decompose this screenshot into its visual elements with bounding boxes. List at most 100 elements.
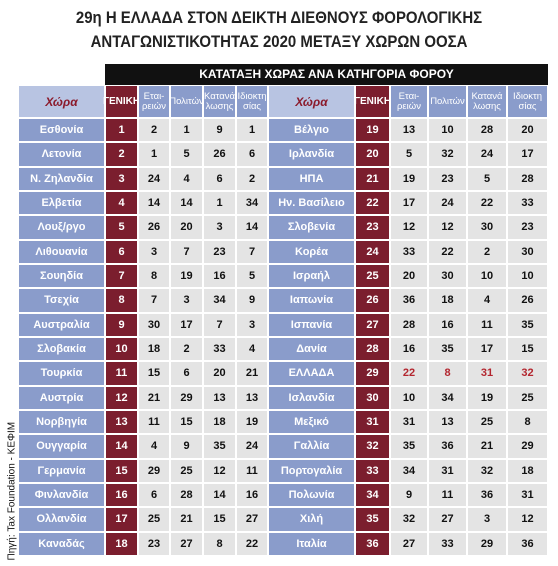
category-rank: 27 (428, 507, 467, 532)
column-header: Χώρα (18, 85, 105, 118)
category-rank: 23 (138, 531, 170, 556)
overall-rank: 10 (105, 337, 138, 362)
category-rank: 20 (507, 118, 548, 143)
category-rank: 14 (236, 215, 268, 240)
country: Σλοβενία (268, 215, 355, 240)
category-rank: 34 (390, 458, 428, 483)
overall-rank: 6 (105, 239, 138, 264)
category-rank: 25 (170, 458, 203, 483)
category-rank: 11 (138, 410, 170, 435)
category-rank: 32 (390, 507, 428, 532)
category-rank: 14 (170, 191, 203, 216)
category-rank: 7 (138, 288, 170, 313)
column-header: Ιδιοκτη σίας (236, 85, 268, 118)
country: Ισπανία (268, 312, 355, 337)
overall-rank: 23 (355, 215, 390, 240)
overall-rank: 21 (355, 166, 390, 191)
overall-rank: 30 (355, 385, 390, 410)
overall-rank: 32 (355, 434, 390, 459)
column-header: Πολιτών (169, 85, 204, 118)
country: Γαλλία (268, 434, 355, 459)
category-rank: 24 (138, 166, 170, 191)
category-rank: 4 (467, 288, 507, 313)
category-rank: 1 (170, 118, 203, 143)
category-rank: 13 (203, 385, 236, 410)
category-rank: 16 (428, 312, 467, 337)
country: ΗΠΑ (268, 166, 355, 191)
country: Φινλανδία (18, 483, 105, 508)
category-rank: 30 (507, 239, 548, 264)
category-rank: 9 (170, 434, 203, 459)
overall-rank: 13 (105, 410, 138, 435)
category-rank: 34 (236, 191, 268, 216)
category-rank: 32 (428, 142, 467, 167)
category-rank: 12 (507, 507, 548, 532)
category-rank: 10 (507, 264, 548, 289)
category-rank: 17 (467, 337, 507, 362)
category-rank: 11 (467, 312, 507, 337)
category-rank: 19 (390, 166, 428, 191)
column-header: Κατανά λωσης (203, 85, 236, 118)
category-rank: 24 (467, 142, 507, 167)
category-rank: 25 (467, 410, 507, 435)
category-rank: 17 (507, 142, 548, 167)
category-rank: 31 (390, 410, 428, 435)
overall-rank: 27 (355, 312, 390, 337)
overall-rank: 7 (105, 264, 138, 289)
category-rank: 27 (170, 531, 203, 556)
category-rank: 15 (507, 337, 548, 362)
category-rank: 23 (507, 215, 548, 240)
category-rank: 10 (390, 385, 428, 410)
country: Κορέα (268, 239, 355, 264)
category-rank: 17 (390, 191, 428, 216)
overall-rank: 14 (105, 434, 138, 459)
overall-rank: 29 (355, 361, 390, 386)
country: Σλοβακία (18, 337, 105, 362)
category-rank: 9 (203, 118, 236, 143)
country: Ην. Βασίλειο (268, 191, 355, 216)
column-header: Κατανά λωσης (467, 85, 507, 118)
category-rank: 24 (236, 434, 268, 459)
category-rank: 30 (138, 312, 170, 337)
category-rank: 35 (203, 434, 236, 459)
country: Ιαπωνία (268, 288, 355, 313)
category-rank: 9 (236, 288, 268, 313)
category-rank: 28 (507, 166, 548, 191)
category-rank: 2 (236, 166, 268, 191)
country: Ελβετία (18, 191, 105, 216)
country: Ισραήλ (268, 264, 355, 289)
category-rank: 26 (203, 142, 236, 167)
column-header: Εται- ρειών (138, 85, 170, 118)
category-rank: 18 (507, 458, 548, 483)
category-rank: 36 (467, 483, 507, 508)
column-header: Χώρα (268, 85, 355, 118)
category-rank: 5 (467, 166, 507, 191)
category-rank: 21 (467, 434, 507, 459)
category-rank: 20 (203, 361, 236, 386)
category-rank: 5 (390, 142, 428, 167)
category-rank: 7 (236, 239, 268, 264)
source: Πηγή: Tax Foundation - ΚΕΦΙΜ (6, 421, 18, 561)
category-rank: 23 (428, 166, 467, 191)
category-rank: 8 (203, 531, 236, 556)
category-rank: 12 (428, 215, 467, 240)
category-rank: 12 (390, 215, 428, 240)
category-rank: 22 (467, 191, 507, 216)
category-rank: 2 (467, 239, 507, 264)
overall-rank: 15 (105, 458, 138, 483)
overall-rank: 5 (105, 215, 138, 240)
category-rank: 35 (507, 312, 548, 337)
category-rank: 1 (138, 142, 170, 167)
country: ΕΛΛΑΔΑ (268, 361, 355, 386)
overall-rank: 17 (105, 507, 138, 532)
country: Χιλή (268, 507, 355, 532)
category-rank: 18 (138, 337, 170, 362)
overall-rank: 8 (105, 288, 138, 313)
column-header: ΓΕΝΙΚΗ (103, 85, 140, 118)
country: Ιρλανδία (268, 142, 355, 167)
category-rank: 29 (507, 434, 548, 459)
category-rank: 3 (467, 507, 507, 532)
category-rank: 5 (236, 264, 268, 289)
overall-rank: 26 (355, 288, 390, 313)
category-rank: 36 (428, 434, 467, 459)
